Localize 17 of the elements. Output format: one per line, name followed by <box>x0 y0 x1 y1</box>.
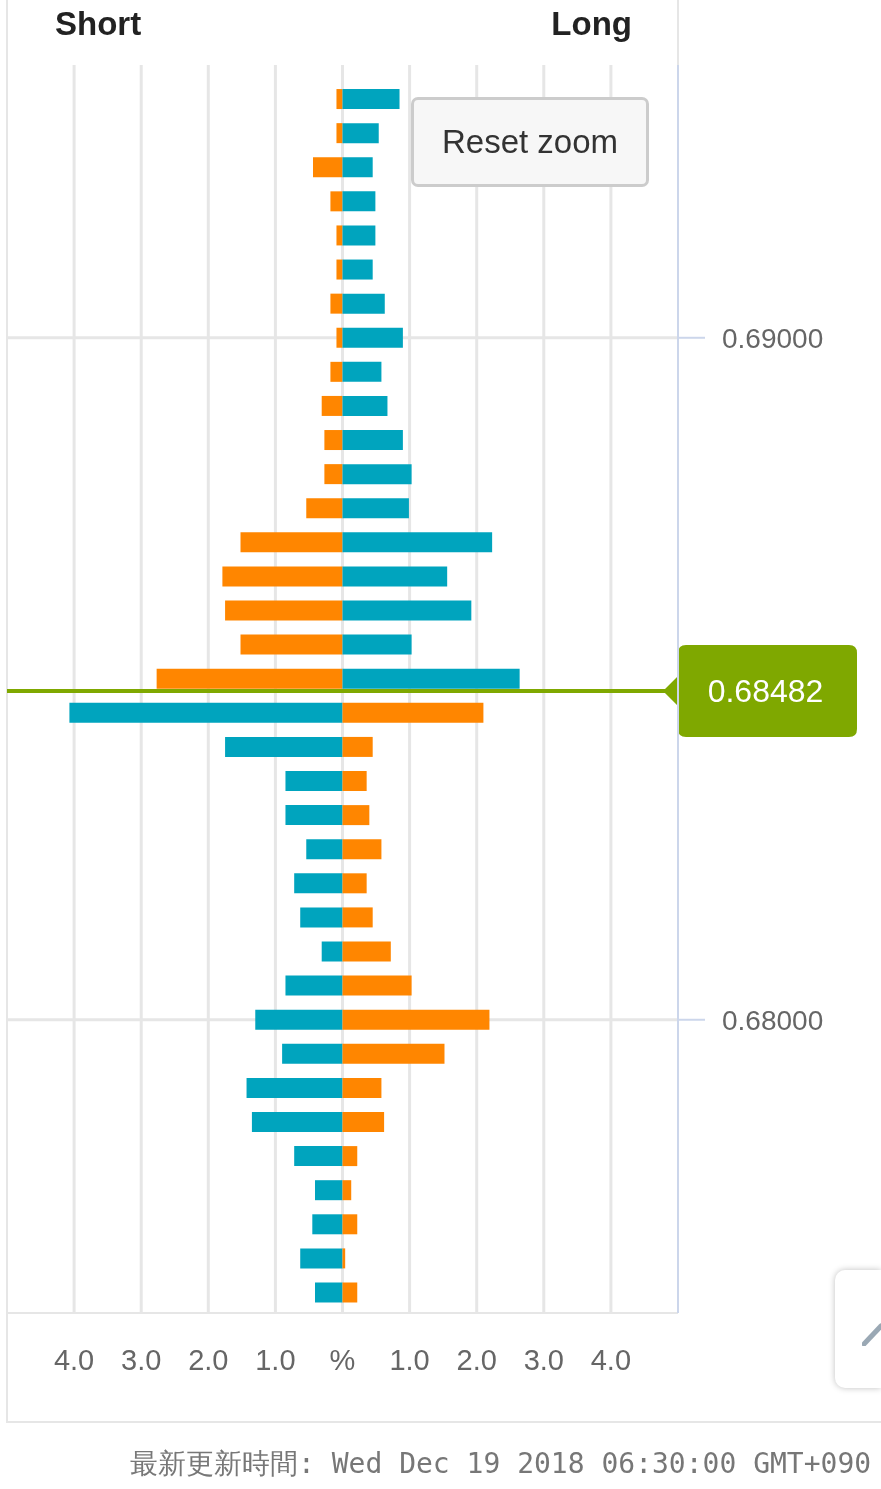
y-tick-label: 0.69000 <box>722 322 824 354</box>
x-tick-label: % <box>329 1343 356 1376</box>
text: Long <box>551 4 632 44</box>
x-tick-label: 4.0 <box>590 1343 632 1376</box>
text: Short <box>55 4 142 44</box>
x-tick-label: 4.0 <box>53 1343 95 1376</box>
reset-zoom-button: Reset zoom <box>411 97 649 187</box>
ref-line-label: 0.68482 <box>707 673 824 710</box>
x-tick-label: 1.0 <box>255 1343 296 1376</box>
x-tick-label: 1.0 <box>389 1343 430 1376</box>
text: 最新更新時間: Wed Dec 19 2018 06:30:00 GMT+090 <box>130 1446 872 1482</box>
y-tick-label: 0.68000 <box>722 1004 824 1036</box>
x-tick-label: 3.0 <box>121 1343 162 1376</box>
annotation: Reset zoom <box>441 123 619 161</box>
x-tick-label: 2.0 <box>456 1343 497 1376</box>
x-tick-label: 3.0 <box>523 1343 564 1376</box>
x-tick-label: 2.0 <box>188 1343 229 1376</box>
